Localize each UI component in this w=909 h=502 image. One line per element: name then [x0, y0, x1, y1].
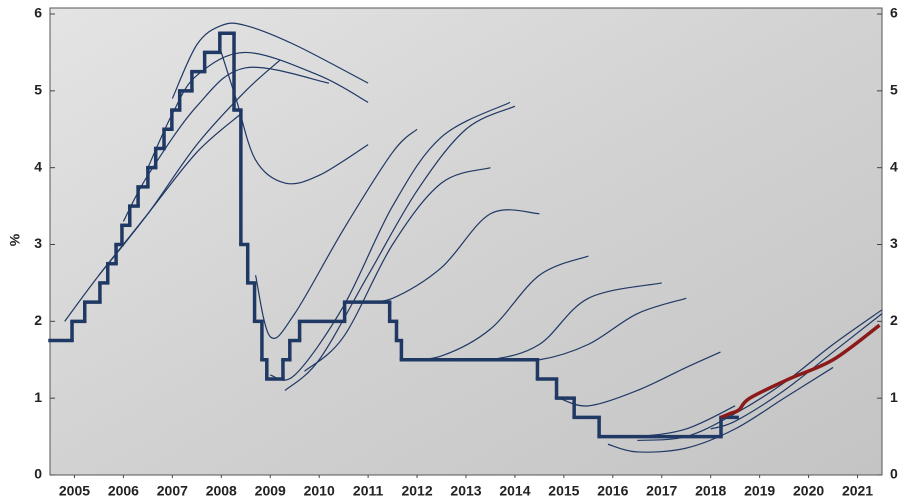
- y2-tick-label: 6: [890, 5, 898, 21]
- chart: % 0 0 1 1 2 2 3 3 4 4 5 5 6 6 2005 2006 2007 2008 2009 2010…: [0, 0, 909, 502]
- x-tick-label: 2017: [646, 483, 677, 499]
- y-tick-label: 2: [34, 312, 42, 328]
- x-tick-label: 2007: [157, 483, 188, 499]
- y-tick-label: 4: [34, 158, 42, 174]
- x-tick-label: 2019: [744, 483, 775, 499]
- x-tick-label: 2020: [793, 483, 824, 499]
- x-tick-label: 2012: [401, 483, 432, 499]
- y2-tick-label: 5: [890, 82, 898, 98]
- y2-tick-label: 2: [890, 312, 898, 328]
- x-tick-label: 2018: [695, 483, 726, 499]
- y2-tick-label: 1: [890, 389, 898, 405]
- x-tick-label: 2006: [108, 483, 139, 499]
- x-tick-label: 2010: [304, 483, 335, 499]
- x-tick-label: 2009: [255, 483, 286, 499]
- y2-tick-label: 3: [890, 235, 898, 251]
- y-tick-label: 3: [34, 235, 42, 251]
- y2-tick-label: 4: [890, 158, 898, 174]
- y2-tick-label: 0: [890, 466, 898, 482]
- plot-background: [50, 8, 882, 475]
- x-tick-label: 2011: [353, 483, 384, 499]
- page: % 0 0 1 1 2 2 3 3 4 4 5 5 6 6 2005 2006 2007 2008 2009 2010…: [0, 0, 909, 502]
- x-tick-label: 2005: [59, 483, 90, 499]
- y-axis-label: %: [7, 233, 23, 246]
- x-tick-label: 2013: [450, 483, 481, 499]
- y-tick-label: 5: [34, 82, 42, 98]
- x-tick-label: 2008: [206, 483, 237, 499]
- y-tick-label: 0: [34, 466, 42, 482]
- x-tick-label: 2015: [548, 483, 579, 499]
- x-tick-label: 2014: [499, 483, 530, 499]
- y-tick-label: 6: [34, 5, 42, 21]
- x-tick-label: 2016: [597, 483, 628, 499]
- x-tick-label: 2021: [842, 483, 873, 499]
- y-tick-label: 1: [34, 389, 42, 405]
